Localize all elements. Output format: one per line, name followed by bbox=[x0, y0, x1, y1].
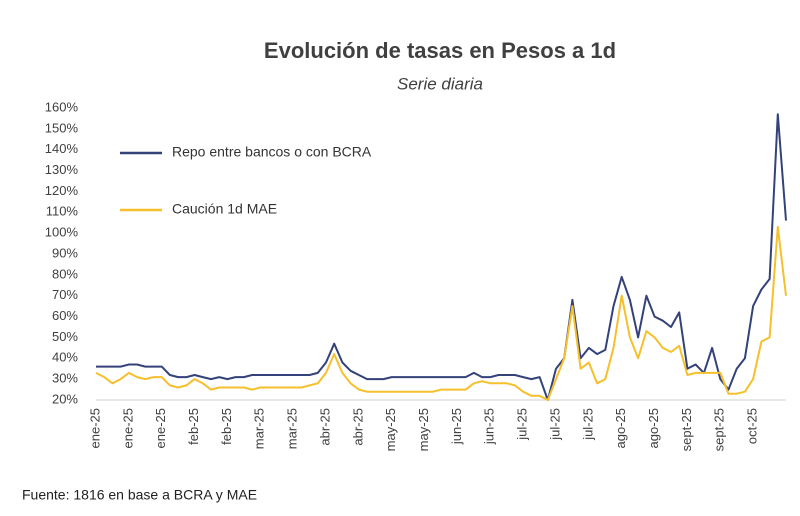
x-tick-label: feb-25 bbox=[186, 408, 201, 445]
x-tick-label: oct-25 bbox=[745, 408, 760, 444]
x-tick-label: jul-25 bbox=[547, 408, 562, 441]
x-tick-label: ene-25 bbox=[153, 408, 168, 448]
legend-label: Caución 1d MAE bbox=[172, 201, 277, 217]
x-tick-label: may-25 bbox=[416, 408, 431, 451]
y-tick-label: 120% bbox=[45, 183, 79, 198]
y-tick-label: 30% bbox=[52, 371, 78, 386]
y-tick-label: 50% bbox=[52, 329, 78, 344]
y-tick-label: 160% bbox=[45, 99, 79, 114]
y-tick-label: 150% bbox=[45, 120, 79, 135]
source-note: Fuente: 1816 en base a BCRA y MAE bbox=[22, 487, 257, 503]
x-tick-label: sept-25 bbox=[712, 408, 727, 451]
y-tick-label: 90% bbox=[52, 245, 78, 260]
series-line bbox=[95, 225, 787, 401]
y-tick-label: 100% bbox=[45, 225, 79, 240]
x-tick-label: abr-25 bbox=[350, 408, 365, 446]
y-tick-label: 110% bbox=[46, 204, 79, 219]
y-tick-label: 70% bbox=[52, 287, 78, 302]
x-tick-label: ago-25 bbox=[646, 408, 661, 448]
y-tick-label: 20% bbox=[52, 391, 78, 406]
y-tick-label: 60% bbox=[52, 308, 78, 323]
x-tick-label: ago-25 bbox=[613, 408, 628, 448]
series-line bbox=[96, 113, 787, 401]
x-tick-label: jun-25 bbox=[482, 408, 497, 445]
y-tick-label: 140% bbox=[45, 141, 79, 156]
x-tick-label: may-25 bbox=[383, 408, 398, 451]
x-tick-label: jun-25 bbox=[449, 408, 464, 445]
x-tick-label: ene-25 bbox=[87, 408, 102, 448]
chart-subtitle: Serie diaria bbox=[397, 74, 483, 93]
x-tick-label: mar-25 bbox=[252, 408, 267, 449]
y-tick-label: 130% bbox=[45, 162, 79, 177]
x-tick-label: jul-25 bbox=[580, 408, 595, 441]
y-tick-label: 40% bbox=[52, 350, 78, 365]
chart-title: Evolución de tasas en Pesos a 1d bbox=[264, 38, 616, 63]
x-tick-label: mar-25 bbox=[285, 408, 300, 449]
legend-label: Repo entre bancos o con BCRA bbox=[172, 144, 372, 160]
x-tick-label: ene-25 bbox=[120, 408, 135, 448]
x-tick-label: abr-25 bbox=[317, 408, 332, 446]
x-tick-label: jul-25 bbox=[515, 408, 530, 441]
y-tick-label: 80% bbox=[52, 266, 78, 281]
x-tick-label: sept-25 bbox=[679, 408, 694, 451]
x-tick-label: feb-25 bbox=[219, 408, 234, 445]
